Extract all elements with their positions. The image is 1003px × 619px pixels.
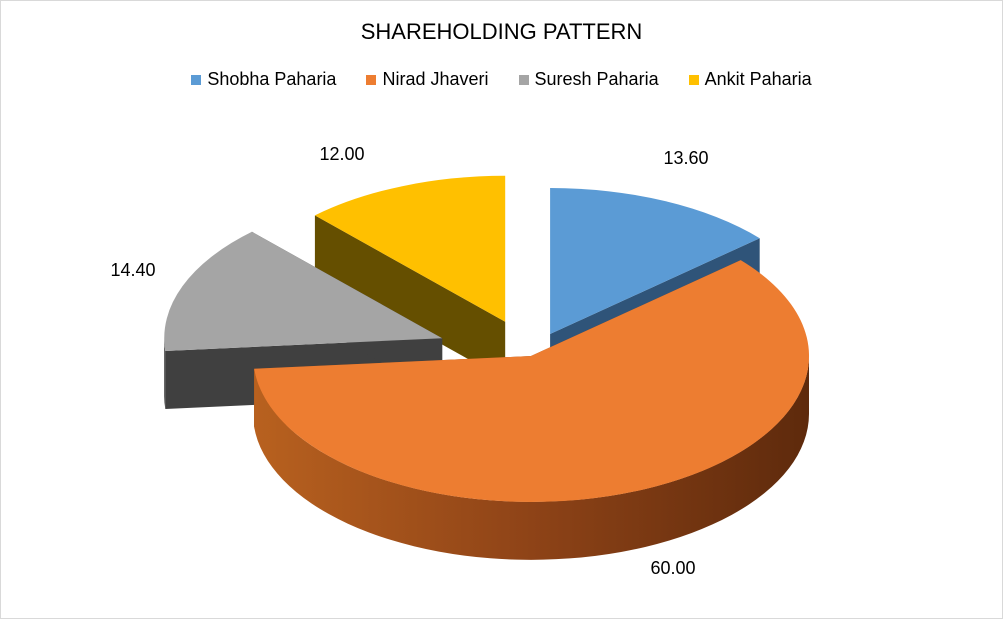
legend-label: Nirad Jhaveri — [382, 69, 489, 89]
legend-label: Suresh Paharia — [534, 69, 659, 89]
legend-label: Ankit Paharia — [704, 69, 812, 89]
slice-side-nirad-jhaveri — [254, 356, 810, 560]
legend-item-suresh-paharia: Suresh Paharia — [518, 69, 659, 90]
data-label-nirad-jhaveri: 60.00 — [650, 558, 695, 578]
data-label-ankit-paharia: 12.00 — [319, 144, 364, 164]
legend-item-shobha-paharia: Shobha Paharia — [191, 69, 336, 90]
legend-swatch — [191, 74, 202, 85]
slice-top-suresh-paharia — [164, 231, 443, 351]
legend-swatch — [518, 74, 529, 85]
legend-item-ankit-paharia: Ankit Paharia — [688, 69, 812, 90]
legend-swatch — [688, 74, 699, 85]
chart-legend: Shobha Paharia Nirad Jhaveri Suresh Paha… — [1, 69, 1002, 90]
data-label-shobha-paharia: 13.60 — [663, 148, 708, 168]
slice-top-shobha-paharia — [550, 188, 760, 334]
slice-top-nirad-jhaveri — [254, 260, 810, 502]
slice-side-suresh-paharia — [164, 338, 166, 409]
data-label-suresh-paharia: 14.40 — [110, 260, 155, 280]
slice-wall-ankit-paharia-0 — [314, 215, 506, 380]
legend-label: Shobha Paharia — [207, 69, 337, 89]
slice-top-ankit-paharia — [314, 175, 506, 322]
legend-swatch — [366, 74, 377, 85]
chart-title: SHAREHOLDING PATTERN — [360, 19, 643, 44]
legend-item-nirad-jhaveri: Nirad Jhaveri — [366, 69, 489, 90]
